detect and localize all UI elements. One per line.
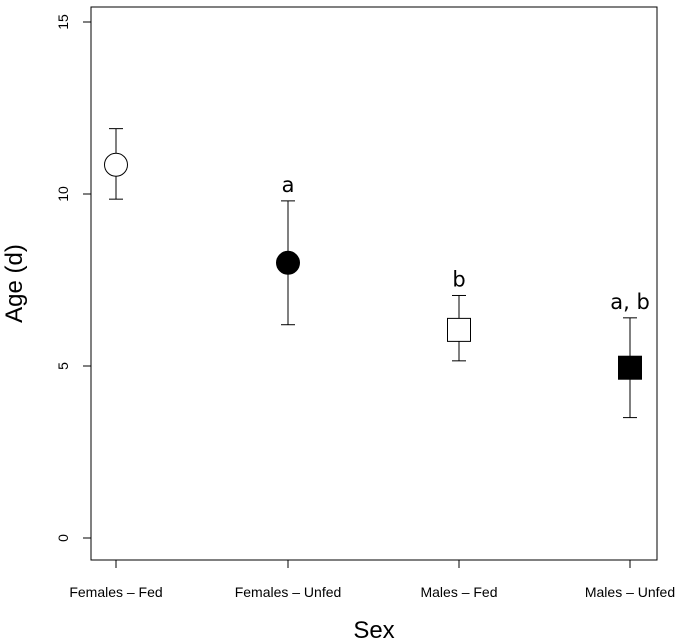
y-axis: 0 5 10 15: [55, 14, 91, 542]
data-point-4: a, b: [610, 290, 650, 419]
x-tick-label: Females – Unfed: [235, 584, 342, 600]
significance-label: a: [282, 173, 295, 197]
x-axis-title: Sex: [353, 617, 394, 643]
y-tick-label: 0: [55, 534, 71, 542]
plot-frame: [90, 6, 658, 561]
data-point-2: a: [276, 173, 300, 326]
data-point-1: [104, 128, 128, 200]
x-axis: Females – Fed Females – Unfed Males – Fed M…: [69, 560, 675, 600]
data-point-3: b: [447, 267, 471, 362]
x-tick-label: Females – Fed: [69, 584, 162, 600]
point-marker: [618, 355, 642, 380]
y-tick-label: 10: [55, 186, 71, 202]
point-marker: [104, 152, 128, 177]
data-points: a b a, b: [104, 128, 650, 419]
y-axis-title: Age (d): [1, 244, 28, 323]
y-tick-label: 5: [55, 362, 71, 370]
y-tick-label: 15: [55, 14, 71, 30]
point-marker: [447, 317, 471, 342]
point-marker: [276, 250, 300, 275]
significance-label: a, b: [610, 290, 650, 314]
significance-label: b: [452, 267, 465, 291]
x-tick-label: Males – Fed: [420, 584, 497, 600]
x-tick-label: Males – Unfed: [585, 584, 675, 600]
